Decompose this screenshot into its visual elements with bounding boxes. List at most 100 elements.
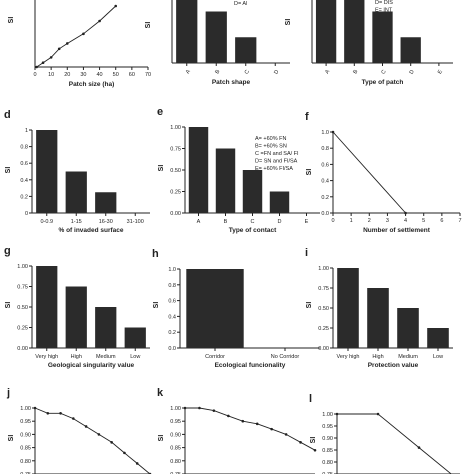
panel-letter: g (4, 245, 11, 257)
data-point (227, 414, 230, 418)
category-label: Very high (35, 354, 58, 360)
y-tick-label: 0.8 (20, 145, 28, 151)
panel-j: j SI 0.75 0.80 0.85 0.90 0.95 1.00 (6, 387, 152, 474)
data-point (123, 451, 126, 455)
data-point (33, 406, 37, 410)
y-tick-label: 0.75 (170, 472, 181, 474)
bar (397, 308, 419, 348)
y-tick-label: 0.75 (20, 472, 31, 474)
category-label: Medium (96, 354, 116, 360)
category-label: 16-30 (99, 219, 113, 225)
category-label: D (409, 69, 416, 75)
category-label: Medium (398, 354, 418, 360)
y-axis-label: SI (158, 435, 165, 442)
category-label: 0-0.9 (40, 219, 53, 225)
data-point (335, 412, 339, 416)
x-axis-label: Protection value (368, 362, 419, 369)
bar (269, 191, 290, 213)
x-tick-label: 4 (404, 218, 407, 224)
bar (65, 171, 87, 213)
y-tick-label: 0.75 (322, 472, 333, 474)
series-line (34, 407, 151, 474)
y-tick-label: 0.85 (322, 448, 333, 454)
data-point (114, 4, 118, 8)
y-tick-label: 0.95 (322, 424, 333, 430)
bar (186, 269, 244, 348)
series-line (337, 413, 452, 474)
panel-h: h SI 0.0 0.2 0.4 0.6 0.8 1.0 Corridor No Corridor… (152, 248, 320, 369)
y-tick-label: 1.00 (170, 125, 181, 131)
data-point (82, 32, 85, 36)
bar (205, 11, 227, 63)
x-tick-label: 0 (331, 218, 334, 224)
panel-b: SI A B C D Patch shape D= Al (145, 0, 290, 86)
y-tick-label: 0.50 (318, 306, 329, 312)
y-tick-label: 0.6 (20, 161, 28, 167)
legend-entry: D= Al (234, 1, 247, 7)
bar (188, 127, 209, 213)
y-axis-label: SI (306, 302, 313, 309)
y-tick-label: 0.00 (170, 211, 181, 217)
y-axis-label: SI (8, 435, 15, 442)
legend-entry: D= DIS (375, 0, 393, 6)
panel-letter: f (305, 111, 309, 123)
category-label: B (214, 69, 221, 75)
legend-entry: C =FN and SA/ FI (255, 151, 299, 157)
panel-i: i SI 0.00 0.25 0.50 0.75 1.00 Very high High Medi… (305, 247, 453, 369)
data-point (183, 406, 187, 410)
panel-letter: l (309, 393, 312, 405)
category-label: Low (433, 354, 443, 360)
panel-k: k SI 0.75 0.80 0.85 0.90 0.95 1.00 (157, 387, 317, 474)
y-axis-label: SI (8, 17, 15, 24)
panel-letter: h (152, 248, 159, 260)
data-point (97, 433, 101, 436)
x-tick-label: 2 (368, 218, 371, 224)
legend-entry: A= +60% FN (255, 136, 287, 142)
y-tick-label: 0.90 (170, 432, 181, 438)
data-point (35, 65, 38, 69)
data-point (57, 47, 61, 51)
category-label: C (381, 69, 388, 75)
panel-c: SI A B C D E Type of patch D= DIS E= INT (285, 0, 453, 86)
data-point (376, 412, 380, 416)
y-tick-label: 0.6 (321, 162, 329, 168)
bar (242, 170, 263, 213)
y-axis-label: SI (5, 302, 12, 309)
data-point (331, 130, 335, 134)
panel-l: l SI 0.75 0.80 0.85 0.90 0.95 1.00 (309, 393, 460, 474)
y-tick-label: 0.8 (168, 283, 176, 289)
y-tick-label: 0.2 (168, 330, 176, 336)
x-tick-label: 50 (113, 72, 119, 78)
bar (315, 0, 337, 63)
category-label: A (197, 219, 201, 225)
y-tick-label: 1.00 (17, 264, 28, 270)
bar (176, 0, 198, 63)
panel-f: f SI 0.0 0.2 0.4 0.6 0.8 1.0 0 1 2 3 4 5 6 7 Number of s… (305, 111, 462, 234)
x-tick-label: 5 (422, 218, 425, 224)
y-axis-label: SI (5, 167, 12, 174)
category-label: B (224, 219, 228, 225)
bar (36, 130, 58, 213)
panel-letter: i (305, 247, 308, 259)
x-axis-label: Type of contact (229, 227, 277, 234)
y-axis-label: SI (310, 437, 317, 444)
y-tick-label: 1 (25, 128, 28, 134)
data-point (299, 441, 302, 444)
y-tick-label: 0.0 (321, 211, 329, 217)
x-axis-label: Ecological funcionality (215, 362, 286, 369)
data-point (72, 417, 75, 420)
y-axis-label: SI (285, 19, 292, 26)
bar (65, 286, 87, 348)
x-axis-label: Patch shape (212, 79, 251, 86)
category-label: High (71, 354, 82, 360)
y-tick-label: 1.00 (170, 406, 181, 412)
data-point (65, 42, 69, 45)
x-tick-label: 10 (48, 72, 54, 78)
data-point (198, 406, 201, 410)
category-label: B (352, 69, 359, 75)
bar (95, 192, 117, 213)
category-label: 31-100 (127, 219, 144, 225)
y-tick-label: 0.50 (170, 168, 181, 174)
x-axis-label: Geological singularity value (48, 362, 135, 369)
legend-entry: E= +60% FI/SA (255, 166, 293, 172)
